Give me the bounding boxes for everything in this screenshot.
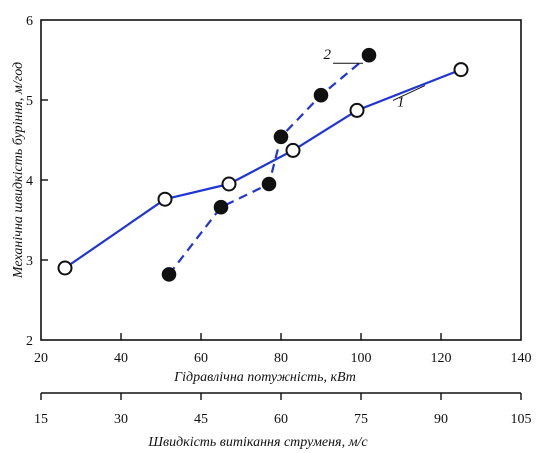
y-tick-label: 3 <box>26 254 33 269</box>
series-1-point <box>157 191 173 207</box>
y-tick-label: 4 <box>26 174 33 189</box>
x2-tick-label: 30 <box>114 412 128 427</box>
y-tick-label: 2 <box>26 334 33 349</box>
series-2-point <box>161 267 177 282</box>
y-tick-label: 5 <box>26 94 33 109</box>
series-2-point <box>313 87 329 103</box>
x-tick-label: 20 <box>34 351 48 366</box>
series-1-point <box>349 102 365 118</box>
y-axis-title: Механічна швидкість буріння, м/год <box>11 62 26 279</box>
x2-tick-label: 45 <box>194 412 208 427</box>
x2-tick-label: 105 <box>511 412 532 427</box>
x-tick-label: 100 <box>351 351 372 366</box>
x-tick-label: 80 <box>274 351 288 366</box>
series-1-label: 1 <box>397 94 405 110</box>
x2-tick-label: 90 <box>434 412 448 427</box>
plot-border <box>40 19 522 341</box>
x-tick-label: 40 <box>114 351 128 366</box>
x-tick-label: 60 <box>194 351 208 366</box>
series-2-point <box>361 47 377 63</box>
series-2-line <box>168 54 370 276</box>
series-layer <box>57 47 469 282</box>
x2-tick-label: 15 <box>34 412 48 427</box>
x-tick-label: 120 <box>431 351 452 366</box>
series-2-point <box>261 176 277 192</box>
series-2-point <box>213 199 229 215</box>
series-1-point <box>221 176 237 192</box>
x-axis-title: Гідравлічна потужність, кВт <box>173 370 356 385</box>
x2-tick-label: 60 <box>274 412 288 427</box>
series-2-point <box>273 129 289 145</box>
y-tick-label: 6 <box>26 14 33 29</box>
series-1-point <box>453 62 469 78</box>
x2-axis-title: Швидкість витікання струменя, м/с <box>147 435 368 450</box>
series-1-point <box>57 260 73 276</box>
label-layer: 12 <box>324 47 426 110</box>
x-tick-label: 140 <box>511 351 532 366</box>
series-2-label: 2 <box>324 47 332 63</box>
series-1-line <box>64 68 462 269</box>
series-1-leader <box>392 85 426 101</box>
x2-tick-label: 75 <box>354 412 368 427</box>
series-1-point <box>285 142 301 158</box>
